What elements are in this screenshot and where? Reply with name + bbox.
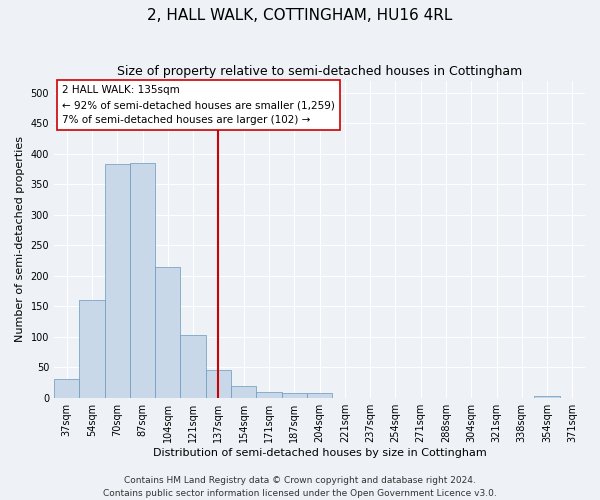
Bar [155, 266, 181, 398]
X-axis label: Distribution of semi-detached houses by size in Cottingham: Distribution of semi-detached houses by … [152, 448, 487, 458]
Bar [231, 386, 256, 398]
Bar [181, 335, 206, 398]
Bar [281, 394, 307, 398]
Bar [79, 300, 104, 398]
Y-axis label: Number of semi-detached properties: Number of semi-detached properties [15, 136, 25, 342]
Title: Size of property relative to semi-detached houses in Cottingham: Size of property relative to semi-detach… [117, 65, 522, 78]
Bar [535, 396, 560, 398]
Bar [307, 393, 332, 398]
Bar [206, 370, 231, 398]
Bar [256, 392, 281, 398]
Text: 2 HALL WALK: 135sqm
← 92% of semi-detached houses are smaller (1,259)
7% of semi: 2 HALL WALK: 135sqm ← 92% of semi-detach… [62, 86, 335, 125]
Bar [54, 379, 79, 398]
Text: Contains HM Land Registry data © Crown copyright and database right 2024.
Contai: Contains HM Land Registry data © Crown c… [103, 476, 497, 498]
Bar [130, 163, 155, 398]
Bar [104, 164, 130, 398]
Text: 2, HALL WALK, COTTINGHAM, HU16 4RL: 2, HALL WALK, COTTINGHAM, HU16 4RL [148, 8, 452, 22]
